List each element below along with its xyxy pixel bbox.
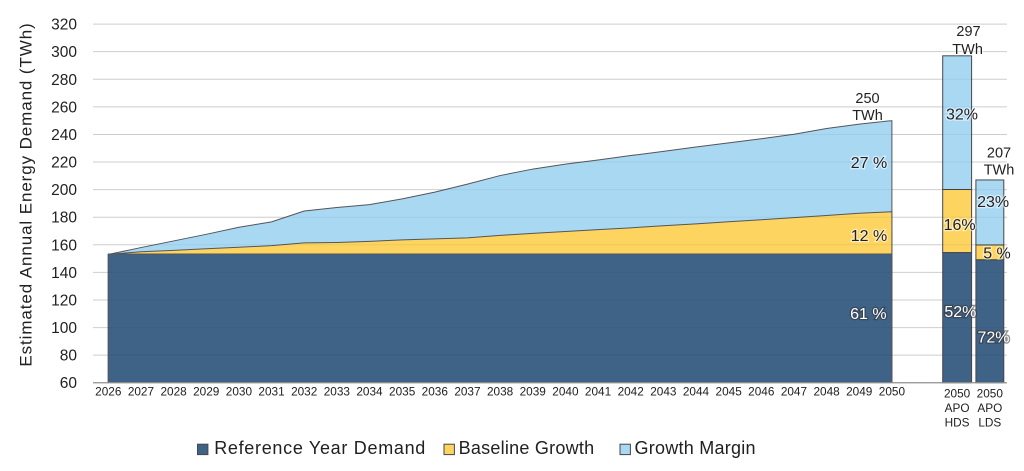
svg-text:2035: 2035 (389, 384, 416, 398)
svg-text:27 %: 27 % (851, 155, 887, 172)
svg-text:207: 207 (987, 146, 1011, 162)
svg-text:16%: 16% (944, 217, 976, 234)
svg-text:320: 320 (51, 17, 77, 34)
svg-text:297: 297 (956, 24, 980, 40)
svg-text:2040: 2040 (552, 384, 579, 398)
svg-text:Estimated Annual Energy Demand: Estimated Annual Energy Demand (TWh) (17, 22, 36, 366)
svg-text:52%: 52% (944, 304, 976, 321)
svg-text:60: 60 (60, 375, 78, 392)
svg-text:HDS: HDS (945, 415, 970, 429)
svg-text:2046: 2046 (748, 384, 775, 398)
svg-text:2044: 2044 (683, 384, 710, 398)
svg-text:160: 160 (51, 237, 77, 254)
svg-text:120: 120 (51, 293, 77, 310)
svg-text:100: 100 (51, 320, 77, 337)
svg-text:220: 220 (51, 155, 77, 172)
svg-text:TWh: TWh (984, 163, 1015, 179)
svg-text:2047: 2047 (781, 384, 807, 398)
svg-text:140: 140 (51, 265, 77, 282)
svg-text:Reference Year Demand: Reference Year Demand (214, 438, 426, 458)
svg-text:APO: APO (977, 401, 1002, 415)
svg-text:5 %: 5 % (983, 246, 1011, 263)
svg-text:2029: 2029 (193, 384, 219, 398)
svg-text:2027: 2027 (128, 384, 154, 398)
svg-text:2050: 2050 (879, 384, 906, 398)
svg-text:2042: 2042 (618, 384, 644, 398)
svg-text:2028: 2028 (160, 384, 187, 398)
svg-text:280: 280 (51, 72, 77, 89)
svg-text:250: 250 (855, 91, 879, 107)
svg-text:2038: 2038 (487, 384, 514, 398)
svg-text:2039: 2039 (520, 384, 546, 398)
svg-text:2034: 2034 (356, 384, 383, 398)
svg-text:Baseline Growth: Baseline Growth (459, 438, 595, 458)
svg-text:2043: 2043 (650, 384, 677, 398)
svg-text:2032: 2032 (291, 384, 317, 398)
svg-text:2026: 2026 (95, 384, 122, 398)
svg-text:2037: 2037 (454, 384, 480, 398)
svg-text:72%: 72% (977, 330, 1009, 347)
svg-text:2049: 2049 (846, 384, 872, 398)
svg-text:240: 240 (51, 127, 77, 144)
svg-text:300: 300 (51, 44, 77, 61)
svg-text:2048: 2048 (813, 384, 840, 398)
svg-text:TWh: TWh (952, 42, 983, 58)
svg-text:2036: 2036 (422, 384, 449, 398)
svg-text:32%: 32% (946, 106, 978, 123)
svg-text:2031: 2031 (258, 384, 284, 398)
svg-text:80: 80 (60, 348, 78, 365)
svg-text:2041: 2041 (585, 384, 611, 398)
svg-text:2030: 2030 (226, 384, 253, 398)
svg-text:61 %: 61 % (850, 306, 886, 323)
svg-text:23%: 23% (977, 194, 1009, 211)
svg-text:LDS: LDS (978, 415, 1001, 429)
svg-text:APO: APO (945, 401, 970, 415)
svg-text:180: 180 (51, 210, 77, 227)
svg-text:12 %: 12 % (851, 228, 887, 245)
svg-text:2050: 2050 (944, 387, 971, 401)
svg-text:200: 200 (51, 182, 77, 199)
svg-text:TWh: TWh (852, 108, 883, 124)
svg-text:Growth Margin: Growth Margin (635, 438, 756, 458)
svg-text:2050: 2050 (977, 387, 1004, 401)
svg-text:260: 260 (51, 99, 77, 116)
svg-text:2045: 2045 (716, 384, 743, 398)
svg-text:2033: 2033 (324, 384, 351, 398)
